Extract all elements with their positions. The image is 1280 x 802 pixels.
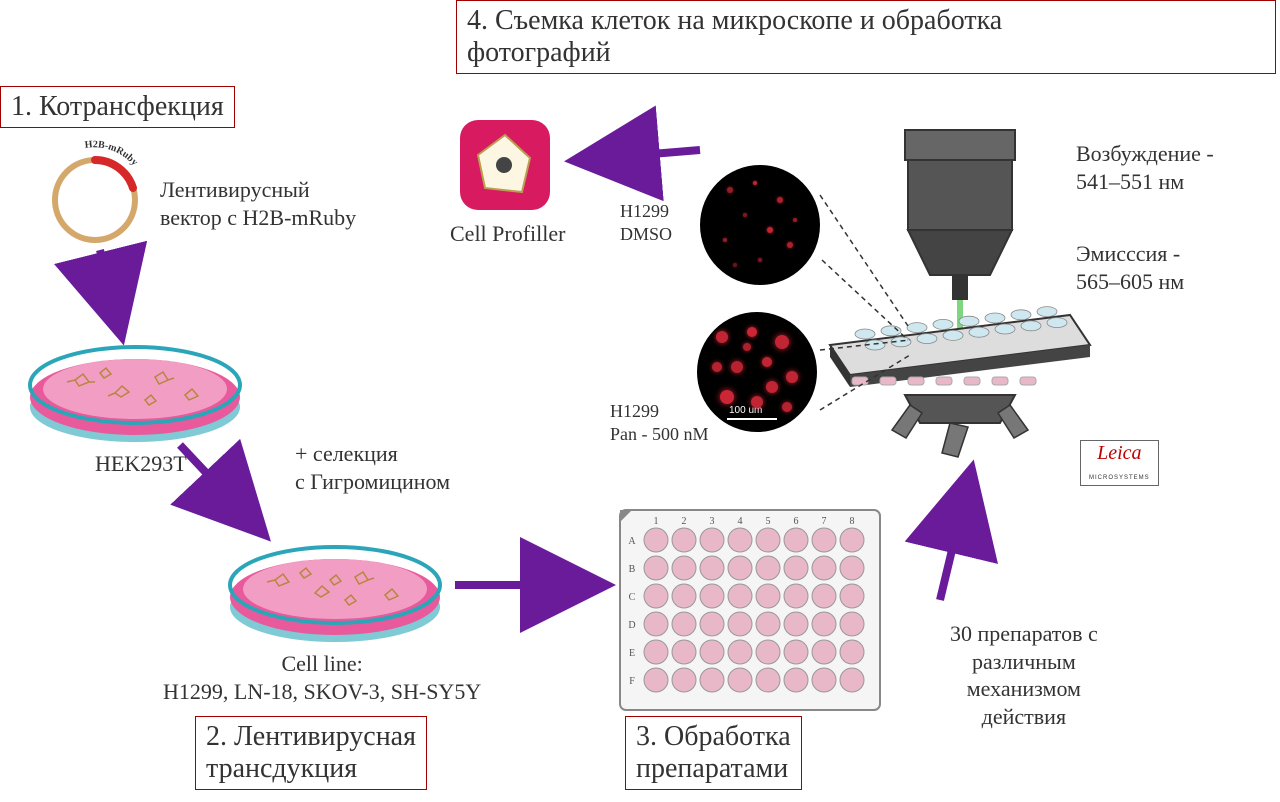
svg-text:C: C xyxy=(629,592,636,603)
microscope-icon xyxy=(830,130,1090,457)
hek-label: HEK293T xyxy=(95,450,187,478)
selection-label: + селекция с Гигромицином xyxy=(295,440,450,495)
svg-text:7: 7 xyxy=(822,516,827,527)
step4-box: 4. Съемка клеток на микроскопе и обработ… xyxy=(456,0,1276,74)
svg-text:3: 3 xyxy=(710,516,715,527)
cellprofiler-icon xyxy=(460,120,550,210)
fluorescence-image-pan: 100 um xyxy=(697,312,817,432)
step3-box: 3. Обработка препаратами xyxy=(625,716,802,790)
dish-hek xyxy=(30,347,240,442)
zoom-line-3 xyxy=(820,340,910,350)
svg-text:H2B-mRuby: H2B-mRuby xyxy=(84,139,140,168)
plasmid-icon: H2B-mRuby xyxy=(55,139,143,240)
zoom-line-1 xyxy=(820,195,908,326)
drugs-label: 30 препаратов с различным механизмом дей… xyxy=(950,620,1098,730)
dish-cellline xyxy=(230,547,440,642)
img2-label: H1299 Pan - 500 nM xyxy=(610,400,709,445)
step1-box: 1. Котрансфекция xyxy=(0,86,235,128)
excitation-label: Возбуждение - 541–551 нм xyxy=(1076,140,1214,195)
svg-text:5: 5 xyxy=(766,516,771,527)
arrow-plasmid-to-dish xyxy=(100,250,120,330)
cellline-label: Cell line: H1299, LN-18, SKOV-3, SH-SY5Y xyxy=(163,650,481,705)
arrow-dish1-to-dish2 xyxy=(180,445,260,530)
zoom-line-2 xyxy=(822,260,908,340)
svg-text:E: E xyxy=(629,648,635,659)
zoom-line-4 xyxy=(820,355,910,410)
svg-text:8: 8 xyxy=(850,516,855,527)
emission-label: Эмисссия - 565–605 нм xyxy=(1076,240,1184,295)
leica-badge: Leica MICROSYSTEMS xyxy=(1080,440,1159,486)
leica-text: Leica xyxy=(1097,442,1141,464)
svg-text:6: 6 xyxy=(794,516,799,527)
wellplate-96: 1 2 3 4 5 6 7 8 A B C D E F xyxy=(620,510,880,710)
svg-text:4: 4 xyxy=(738,516,743,527)
fluorescence-image-dmso xyxy=(700,165,820,285)
plasmid-label: Лентивирусный вектор с H2B-mRuby xyxy=(160,176,356,231)
svg-text:A: A xyxy=(628,536,636,547)
leica-sub: MICROSYSTEMS xyxy=(1089,475,1150,481)
svg-text:1: 1 xyxy=(654,516,659,527)
svg-text:2: 2 xyxy=(682,516,687,527)
cellprofiler-label: Cell Profiller xyxy=(450,220,565,248)
svg-text:B: B xyxy=(629,564,636,575)
img1-label: H1299 DMSO xyxy=(620,200,672,245)
step2-box: 2. Лентивирусная трансдукция xyxy=(195,716,427,790)
arrow-plate-to-scope xyxy=(940,475,970,600)
arrow-scope-to-cellprofiler xyxy=(580,150,700,160)
svg-text:D: D xyxy=(628,620,635,631)
svg-text:F: F xyxy=(629,676,635,687)
